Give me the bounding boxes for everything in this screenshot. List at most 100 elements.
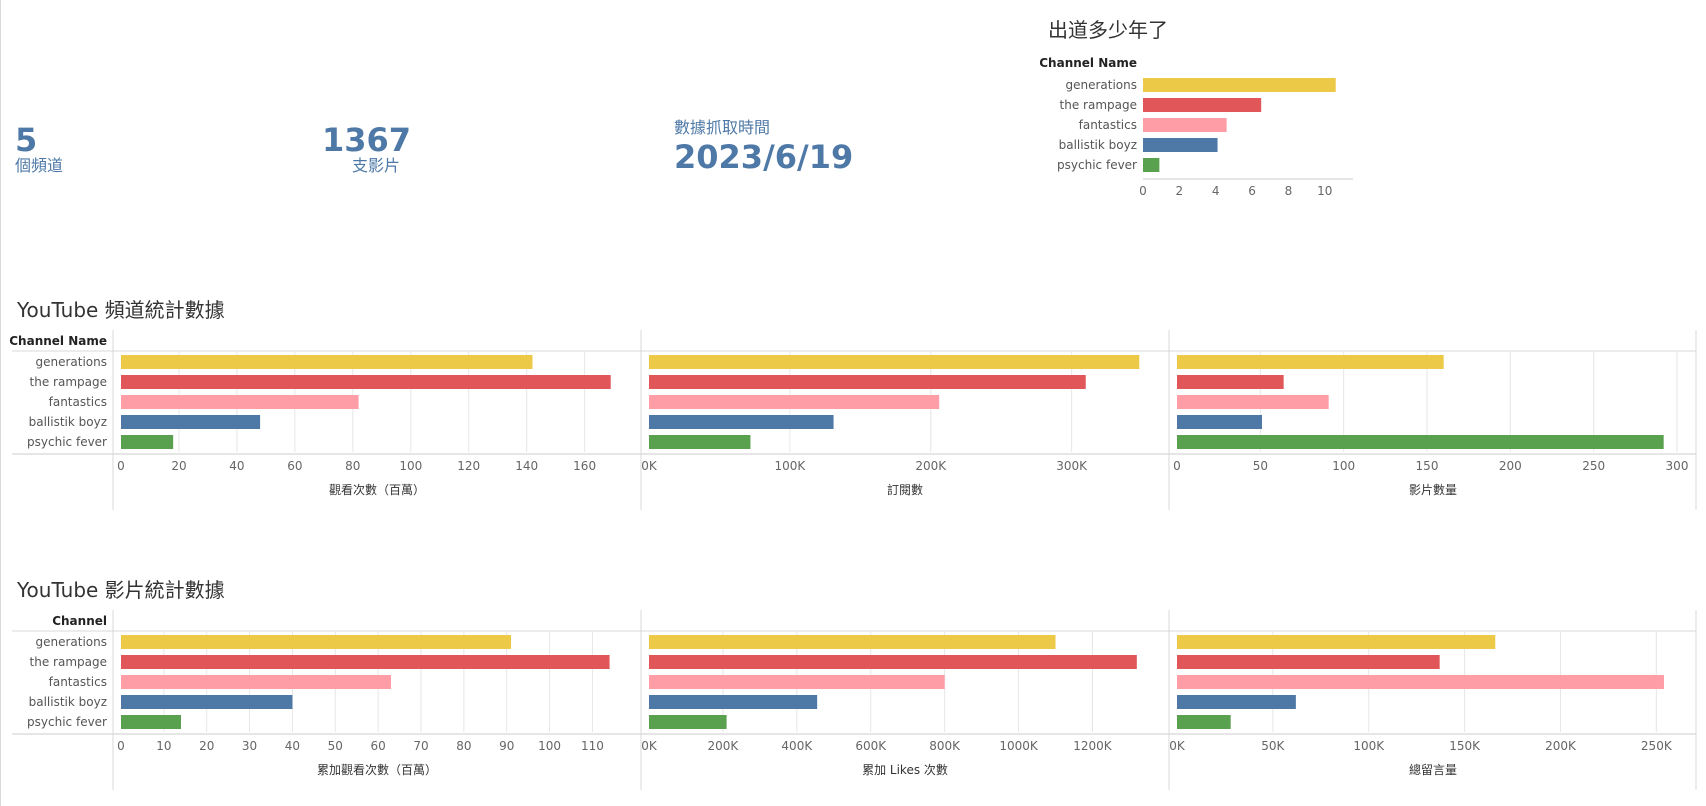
x-tick-label: 80	[345, 459, 360, 473]
x-tick-label: 50	[1253, 459, 1268, 473]
x-tick-label: 150K	[1449, 739, 1481, 753]
bar-psychic-fever	[649, 715, 727, 729]
bar-generations	[1177, 355, 1444, 369]
row-header: Channel	[52, 614, 107, 628]
channel-stats-chart: Channel Name generations the rampage fantas…	[9, 330, 1697, 510]
x-tick-label: 100K	[1353, 739, 1385, 753]
bar-fantastics	[1177, 395, 1329, 409]
bar-psychic-fever	[1177, 435, 1664, 449]
x-tick-label: 60	[287, 459, 302, 473]
x-tick-label: 0	[1173, 459, 1181, 473]
x-tick-label: 20	[199, 739, 214, 753]
x-tick-label: 120	[457, 459, 480, 473]
bar-psychic-fever	[649, 435, 751, 449]
x-tick-label: 0	[117, 739, 125, 753]
row-header: Channel Name	[1040, 56, 1137, 70]
bar-ballistik-boyz	[649, 415, 834, 429]
x-tick-label: 1000K	[999, 739, 1039, 753]
row-header: Channel Name	[9, 334, 107, 348]
bar-the-rampage	[649, 655, 1137, 669]
debut-years-chart: Channel Name generations the rampage fantas…	[1040, 56, 1353, 198]
bar-generations	[121, 635, 511, 649]
category-label: fantastics	[1079, 118, 1137, 132]
bar-fantastics	[1177, 675, 1664, 689]
x-tick-label: 0K	[1169, 739, 1186, 753]
x-tick-label: 40	[229, 459, 244, 473]
bar-generations	[649, 355, 1140, 369]
x-tick-label: 70	[413, 739, 428, 753]
bar-the-rampage	[1143, 98, 1262, 112]
x-tick-label: 200K	[915, 459, 947, 473]
category-label: generations	[1065, 78, 1137, 92]
x-tick-label: 250K	[1641, 739, 1673, 753]
x-tick-label: 100	[538, 739, 561, 753]
x-axis-title: 累加觀看次數（百萬）	[317, 763, 437, 777]
fetch-time-label: 數據抓取時間	[674, 118, 771, 137]
category-label: fantastics	[49, 395, 107, 409]
channel-stats-title: YouTube 頻道統計數據	[17, 298, 225, 322]
category-label: generations	[35, 355, 107, 369]
bar-fantastics	[649, 675, 945, 689]
x-tick-label: 30	[242, 739, 257, 753]
x-tick-label: 100K	[774, 459, 806, 473]
bar-generations	[1143, 78, 1336, 92]
x-tick-label: 1200K	[1073, 739, 1113, 753]
x-tick-label: 200K	[1545, 739, 1577, 753]
bar-ballistik-boyz	[1177, 415, 1262, 429]
bar-fantastics	[649, 395, 940, 409]
x-tick-label: 140	[515, 459, 538, 473]
fetch-time-value: 2023/6/19	[674, 138, 854, 176]
category-label: the rampage	[1060, 98, 1137, 112]
bar-the-rampage	[1177, 375, 1284, 389]
kpi-video-count: 1367	[322, 121, 412, 159]
bar-fantastics	[121, 395, 359, 409]
x-axis-title: 總留言量	[1409, 762, 1457, 777]
bar-ballistik-boyz	[121, 415, 261, 429]
bar-fantastics	[121, 675, 391, 689]
kpi-channel-label: 個頻道	[15, 156, 64, 175]
bar-psychic-fever	[121, 435, 174, 449]
bar-the-rampage	[121, 655, 610, 669]
x-tick-label: 80	[456, 739, 471, 753]
x-tick-label: 300K	[1056, 459, 1088, 473]
bar-the-rampage	[121, 375, 611, 389]
video-stats-chart: Channel generations the rampage fantastics b…	[12, 610, 1697, 790]
x-tick-label: 300	[1666, 459, 1689, 473]
x-axis-title: 影片數量	[1409, 483, 1457, 497]
category-label: fantastics	[49, 675, 107, 689]
bar-ballistik-boyz	[649, 695, 818, 709]
x-tick-label: 800K	[929, 739, 961, 753]
bar-generations	[649, 635, 1056, 649]
kpi-video-label: 支影片	[352, 156, 401, 175]
category-label: psychic fever	[27, 435, 107, 449]
bar-the-rampage	[649, 375, 1086, 389]
category-label: generations	[35, 635, 107, 649]
category-label: the rampage	[30, 655, 107, 669]
x-tick-label: 60	[371, 739, 386, 753]
x-tick-label: 110	[581, 739, 604, 753]
bar-generations	[121, 355, 533, 369]
category-label: ballistik boyz	[1059, 138, 1137, 152]
bar-psychic-fever	[121, 715, 181, 729]
category-label: the rampage	[30, 375, 107, 389]
bar-the-rampage	[1177, 655, 1440, 669]
x-tick-label: 2	[1176, 184, 1184, 198]
x-tick-label: 200K	[708, 739, 740, 753]
bar-ballistik-boyz	[1143, 138, 1218, 152]
x-tick-label: 6	[1248, 184, 1256, 198]
bar-psychic-fever	[1177, 715, 1231, 729]
category-label: ballistik boyz	[29, 695, 107, 709]
x-tick-label: 150	[1416, 459, 1439, 473]
kpi-channel-count: 5	[15, 121, 38, 159]
x-tick-label: 0K	[641, 459, 658, 473]
x-tick-label: 8	[1285, 184, 1293, 198]
x-tick-label: 0	[1139, 184, 1147, 198]
bar-ballistik-boyz	[1177, 695, 1296, 709]
video-stats-title: YouTube 影片統計數據	[17, 578, 225, 602]
bar-fantastics	[1143, 118, 1227, 132]
left-border	[0, 0, 1, 806]
x-tick-label: 400K	[781, 739, 813, 753]
x-axis-title: 訂閱數	[887, 482, 923, 497]
x-tick-label: 0	[117, 459, 125, 473]
x-tick-label: 250	[1582, 459, 1605, 473]
